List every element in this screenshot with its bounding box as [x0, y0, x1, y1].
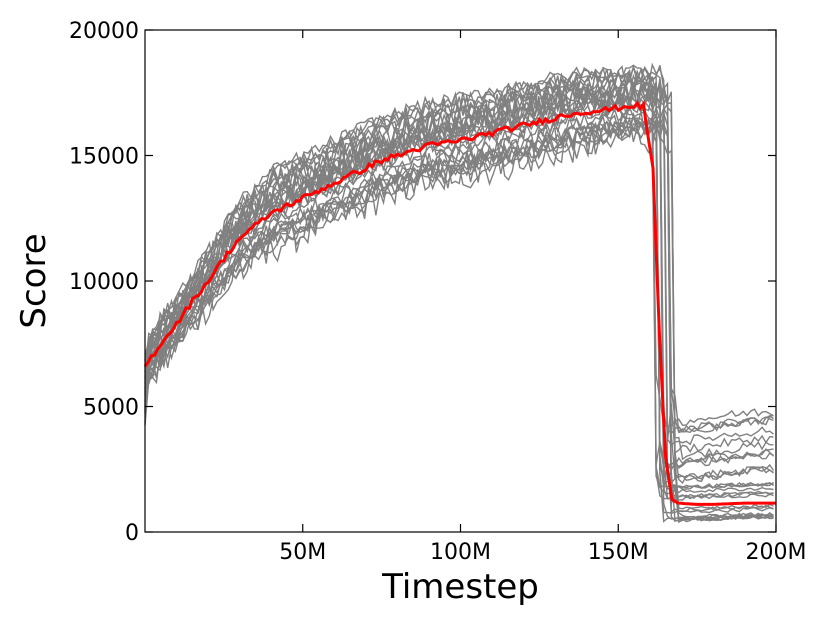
x-tick-label: 50M	[279, 540, 326, 565]
run-line	[144, 91, 774, 500]
y-tick-label: 0	[125, 521, 139, 546]
ticks: 50M 100M 150M 200M 0 5000 10000 15000 20000	[69, 19, 806, 565]
y-tick-label: 10000	[69, 270, 139, 295]
mean-series	[143, 100, 776, 506]
x-tick-label: 150M	[588, 540, 649, 565]
run-line	[144, 118, 774, 428]
individual-runs	[144, 62, 775, 524]
run-line	[144, 111, 774, 523]
y-axis-label: Score	[14, 233, 54, 328]
run-line	[144, 115, 774, 522]
y-tick-label: 5000	[83, 396, 139, 421]
run-line	[144, 73, 774, 520]
x-axis-label: Timestep	[381, 567, 539, 607]
x-tick-label: 200M	[746, 540, 807, 565]
run-line	[144, 90, 774, 485]
run-line	[144, 116, 774, 514]
run-line	[144, 115, 774, 522]
mean-line	[143, 100, 776, 506]
y-tick-label: 20000	[69, 19, 139, 44]
x-tick-label: 100M	[430, 540, 491, 565]
run-line	[144, 62, 774, 447]
y-tick-label: 15000	[69, 145, 139, 170]
run-line	[144, 64, 774, 470]
